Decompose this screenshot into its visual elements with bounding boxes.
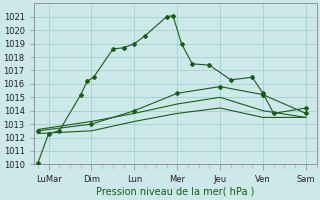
X-axis label: Pression niveau de la mer( hPa ): Pression niveau de la mer( hPa ) [96, 187, 254, 197]
